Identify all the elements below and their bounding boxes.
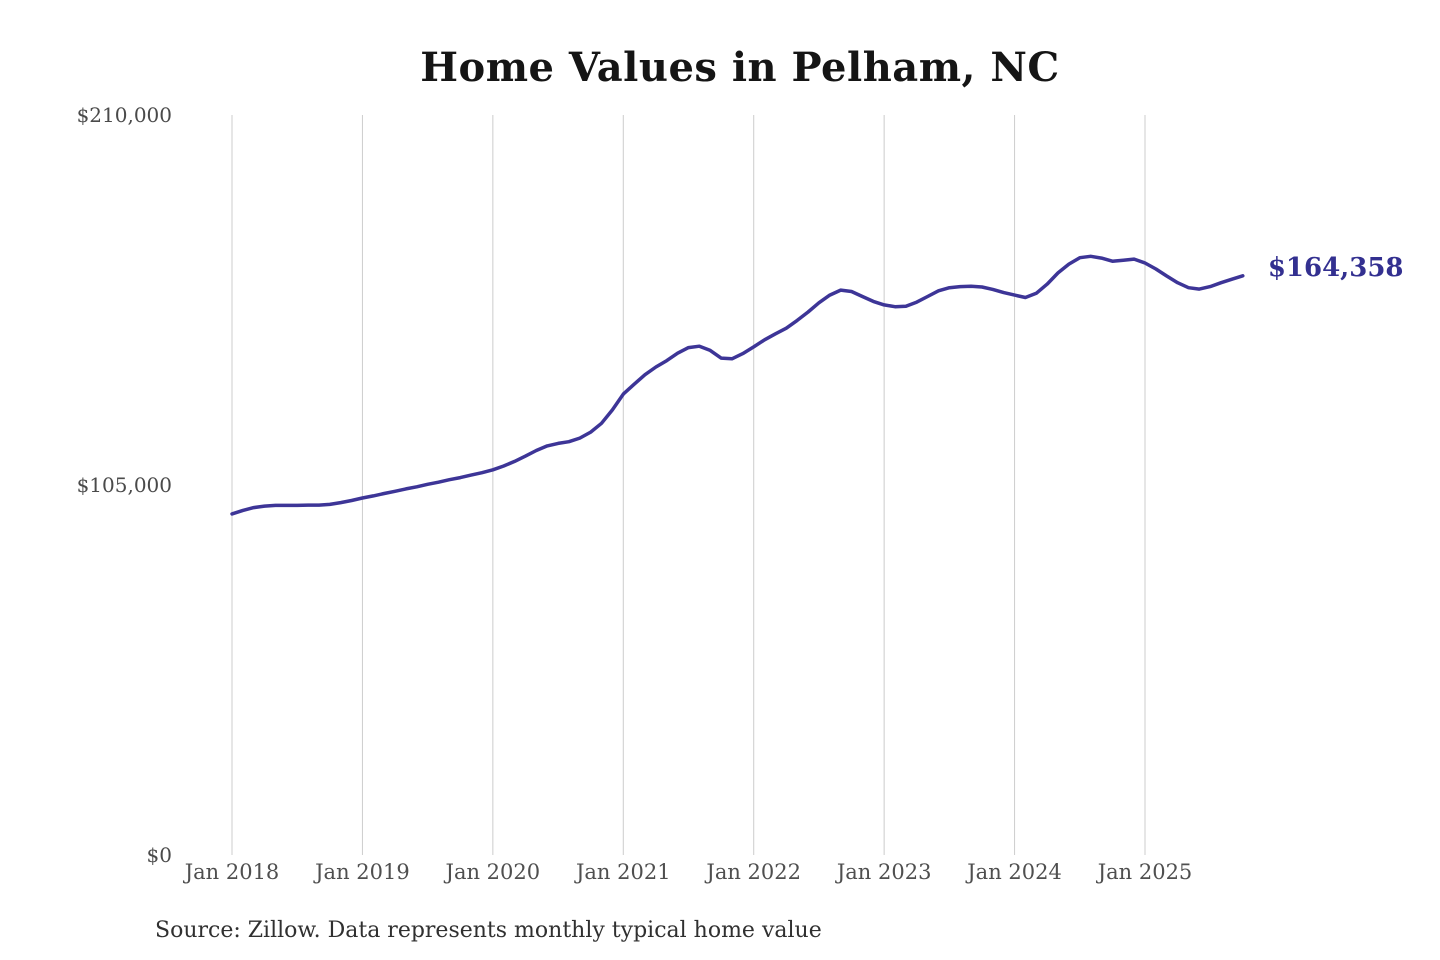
- x-axis-tick-label: Jan 2021: [575, 860, 671, 884]
- x-axis-tick-label: Jan 2025: [1097, 860, 1193, 884]
- x-axis-tick-label: Jan 2018: [184, 860, 280, 884]
- vertical-gridlines: [231, 115, 1146, 855]
- series-end-value-label: $164,358: [1267, 252, 1404, 283]
- chart-title: Home Values in Pelham, NC: [420, 44, 1060, 91]
- y-axis-tick-label: $105,000: [76, 473, 172, 497]
- home-value-line-series: [230, 254, 1245, 516]
- x-axis-tick-label: Jan 2020: [445, 860, 541, 884]
- x-axis-tick-label: Jan 2022: [706, 860, 801, 884]
- x-axis-tick-label: Jan 2024: [967, 860, 1062, 884]
- y-axis-tick-label: $210,000: [76, 103, 172, 127]
- x-axis-tick-label: Jan 2019: [315, 860, 410, 884]
- y-axis-tick-label: $0: [146, 843, 172, 867]
- source-note: Source: Zillow. Data represents monthly …: [155, 918, 822, 943]
- x-axis-tick-label: Jan 2023: [836, 860, 932, 884]
